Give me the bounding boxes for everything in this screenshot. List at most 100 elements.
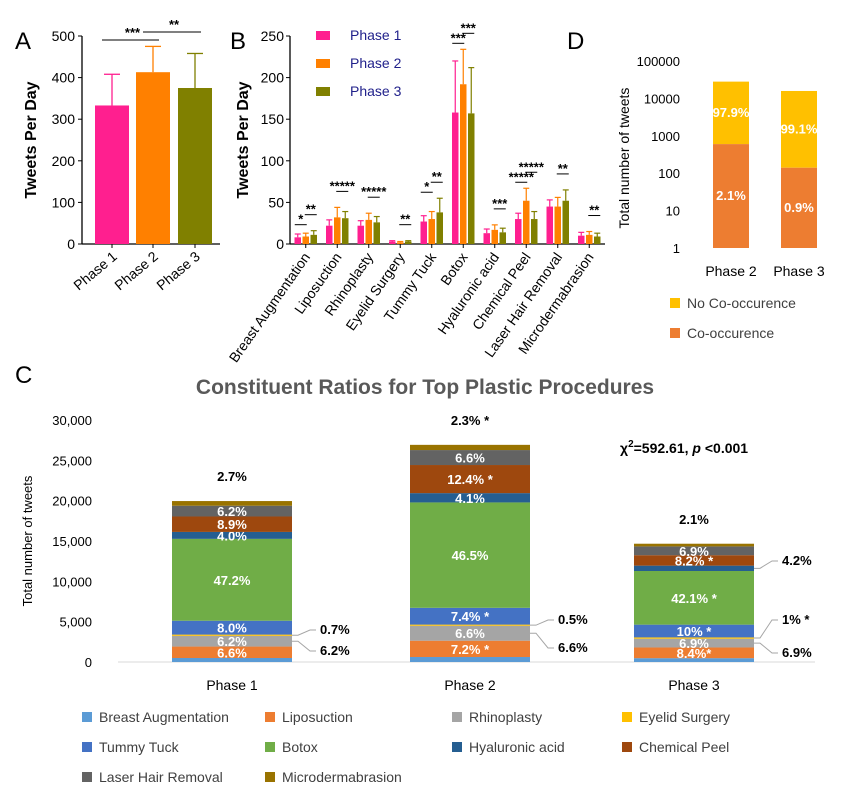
- bar-segment: [172, 538, 292, 621]
- legend-swatch: [670, 298, 680, 308]
- y-tick-label: 5,000: [59, 615, 92, 630]
- bar: [499, 232, 506, 244]
- y-axis-title: Total number of tweets: [616, 88, 632, 229]
- bar-segment: [410, 640, 530, 658]
- significance-label: *: [424, 179, 430, 194]
- significance-label: ***: [125, 25, 141, 40]
- legend-swatch: [82, 712, 92, 722]
- y-axis-title: Tweets Per Day: [23, 81, 40, 198]
- y-tick-label: 100: [52, 194, 76, 210]
- bar: [460, 84, 467, 244]
- chart-title: Constituent Ratios for Top Plastic Proce…: [196, 376, 654, 399]
- bar-segment: [172, 658, 292, 662]
- segment-label: 46.5%: [452, 548, 489, 563]
- bar-segment: [410, 624, 530, 626]
- bar-segment: [634, 624, 754, 638]
- significance-label: *****: [330, 178, 356, 193]
- bar-segment: [634, 647, 754, 659]
- leader-line: [754, 619, 778, 639]
- segment-label: 0.5%: [558, 612, 588, 627]
- leader-line: [530, 632, 554, 649]
- bar: [428, 219, 435, 244]
- significance-label: **: [589, 203, 600, 218]
- segment-label: 4.2%: [782, 553, 812, 568]
- segment-label: 7.4% *: [451, 609, 490, 624]
- legend-swatch: [265, 712, 275, 722]
- segment-label: 6.2%: [320, 643, 350, 658]
- bar: [531, 219, 538, 244]
- bar: [483, 233, 490, 244]
- legend-label: Liposuction: [282, 709, 353, 725]
- y-tick-label: 400: [52, 70, 76, 86]
- bar: [302, 236, 309, 244]
- bar-segment: [634, 658, 754, 662]
- segment-label: 8.9%: [217, 517, 247, 532]
- legend-swatch: [670, 328, 680, 338]
- y-tick-label: 20,000: [52, 494, 92, 509]
- legend-label: Chemical Peel: [639, 739, 729, 755]
- y-tick-label: 100000: [637, 54, 680, 69]
- segment-label: 6.9%: [679, 544, 709, 559]
- legend-label: Tummy Tuck: [99, 739, 180, 755]
- bar: [468, 113, 475, 244]
- significance-label: **: [169, 17, 180, 32]
- x-tick-label: Phase 3: [668, 677, 720, 693]
- y-tick-label: 100: [658, 166, 680, 181]
- bar-segment: [172, 505, 292, 517]
- x-tick-label: Phase 3: [153, 248, 203, 293]
- segment-label: 6.2%: [217, 634, 247, 649]
- bar-segment: [410, 450, 530, 466]
- bar: [586, 234, 593, 244]
- segment-label: 8.0%: [217, 621, 247, 636]
- segment-label: 42.1% *: [671, 591, 717, 606]
- leader-line: [530, 619, 554, 626]
- bar-segment: [172, 516, 292, 532]
- y-tick-label: 15,000: [52, 534, 92, 549]
- bar: [491, 229, 498, 244]
- panel-c: Constituent Ratios for Top Plastic Proce…: [20, 376, 815, 785]
- bar: [436, 212, 443, 244]
- y-axis-title: Total number of tweets: [20, 475, 35, 606]
- y-tick-label: 10000: [644, 91, 680, 106]
- bar-segment: [634, 638, 754, 648]
- bar: [294, 237, 301, 244]
- legend-swatch: [82, 742, 92, 752]
- bar-segment: [634, 570, 754, 625]
- segment-label: 4.0%: [217, 528, 247, 543]
- bar: [420, 221, 427, 244]
- bar: [562, 200, 569, 244]
- bar: [365, 219, 372, 244]
- bar-segment: [713, 144, 749, 248]
- y-tick-label: 0: [85, 655, 92, 670]
- segment-label: 99.1%: [781, 121, 818, 136]
- segment-label: 0.9%: [784, 200, 814, 215]
- bar: [578, 235, 585, 244]
- bar: [373, 222, 380, 244]
- segment-label: 2.1%: [716, 188, 746, 203]
- legend-swatch: [265, 772, 275, 782]
- bar-segment: [410, 607, 530, 625]
- bar-segment: [634, 637, 754, 639]
- x-tick-label: Phase 1: [206, 677, 258, 693]
- segment-label: 8.2% *: [675, 553, 714, 568]
- significance-label: ***: [461, 20, 477, 35]
- y-tick-label: 200: [52, 153, 76, 169]
- panel-letter-c: C: [15, 362, 32, 389]
- segment-label: 6.2%: [217, 504, 247, 519]
- legend-swatch: [622, 742, 632, 752]
- y-tick-label: 150: [261, 111, 285, 127]
- bar-segment: [172, 635, 292, 647]
- bar: [523, 200, 530, 244]
- legend-swatch: [316, 31, 330, 40]
- legend-swatch: [316, 59, 330, 68]
- legend-label: Breast Augmentation: [99, 709, 229, 725]
- leader-line: [754, 560, 778, 569]
- bar-segment: [410, 444, 530, 451]
- segment-label: 1% *: [782, 612, 810, 627]
- bar: [594, 236, 601, 244]
- x-tick-label: Phase 2: [111, 248, 161, 293]
- bar: [452, 112, 459, 244]
- legend-swatch: [82, 772, 92, 782]
